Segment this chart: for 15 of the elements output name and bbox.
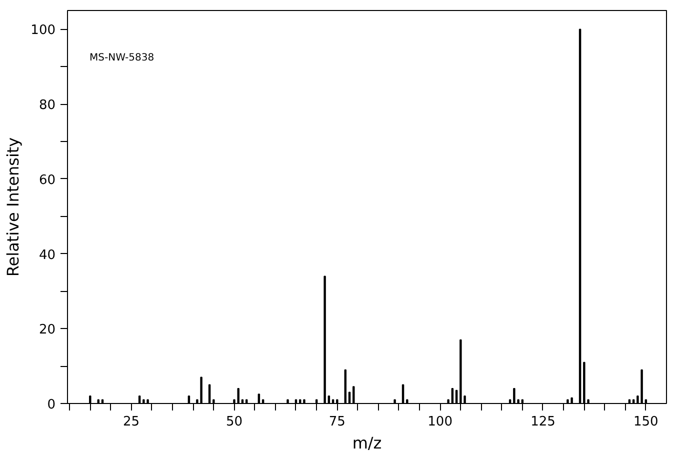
x-tick-label: 75 — [328, 414, 346, 430]
annotation: MS-NW-5838 — [90, 52, 154, 64]
x-tick-label: 100 — [428, 414, 452, 430]
y-tick-label: 100 — [30, 23, 56, 38]
x-tick-label: 50 — [226, 414, 243, 430]
x-tick-label: 25 — [123, 414, 140, 430]
y-tick-label: 20 — [38, 322, 56, 338]
y-tick-label: 40 — [38, 248, 56, 263]
x-axis-title: m/z — [352, 434, 382, 452]
y-tick-label: 0 — [47, 398, 56, 412]
y-axis-title: Relative Intensity — [4, 137, 23, 277]
y-tick-label: 60 — [38, 172, 56, 188]
x-tick-label: 125 — [530, 414, 556, 430]
x-tick-label: 150 — [634, 414, 658, 430]
y-tick-label: 80 — [38, 98, 56, 114]
